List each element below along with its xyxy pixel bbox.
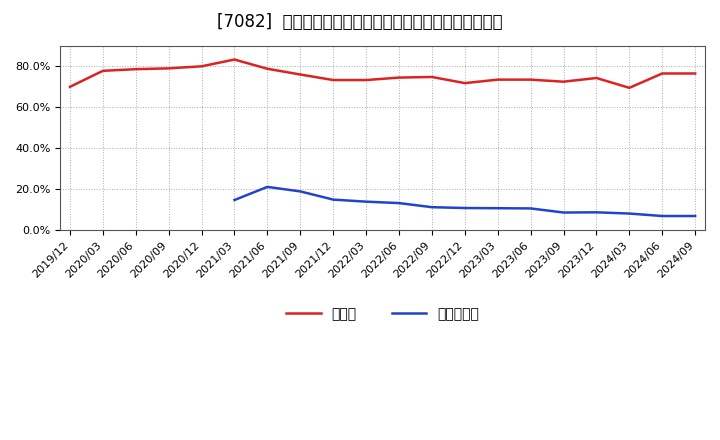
現預金 — [625, 85, 634, 91]
Text: [7082]  現預金、有利子負債の総資産に対する比率の推移: [7082] 現預金、有利子負債の総資産に対する比率の推移 — [217, 13, 503, 31]
有利子負債 — [625, 211, 634, 216]
現預金 — [296, 72, 305, 77]
現預金 — [263, 66, 271, 71]
現預金 — [164, 66, 173, 71]
有利子負債 — [230, 198, 239, 203]
現預金 — [197, 64, 206, 69]
有利子負債 — [592, 210, 600, 215]
現預金 — [132, 66, 140, 72]
有利子負債 — [461, 205, 469, 211]
現預金 — [493, 77, 502, 82]
現預金 — [66, 84, 74, 89]
Line: 有利子負債: 有利子負債 — [235, 187, 695, 216]
有利子負債 — [690, 213, 699, 219]
有利子負債 — [361, 199, 370, 204]
有利子負債 — [493, 205, 502, 211]
有利子負債 — [658, 213, 667, 219]
有利子負債 — [428, 205, 436, 210]
Line: 現預金: 現預金 — [70, 59, 695, 88]
現預金 — [658, 71, 667, 76]
現預金 — [395, 75, 403, 80]
現預金 — [230, 57, 239, 62]
現預金 — [361, 77, 370, 83]
現預金 — [428, 74, 436, 80]
現預金 — [329, 77, 338, 83]
現預金 — [559, 79, 568, 84]
有利子負債 — [395, 201, 403, 206]
現預金 — [526, 77, 535, 82]
現預金 — [592, 75, 600, 81]
現預金 — [461, 81, 469, 86]
有利子負債 — [526, 206, 535, 211]
有利子負債 — [296, 189, 305, 194]
有利子負債 — [559, 210, 568, 215]
Legend: 現預金, 有利子負債: 現預金, 有利子負債 — [280, 302, 485, 327]
有利子負債 — [263, 184, 271, 190]
現預金 — [690, 71, 699, 76]
有利子負債 — [329, 197, 338, 202]
現預金 — [99, 68, 107, 73]
